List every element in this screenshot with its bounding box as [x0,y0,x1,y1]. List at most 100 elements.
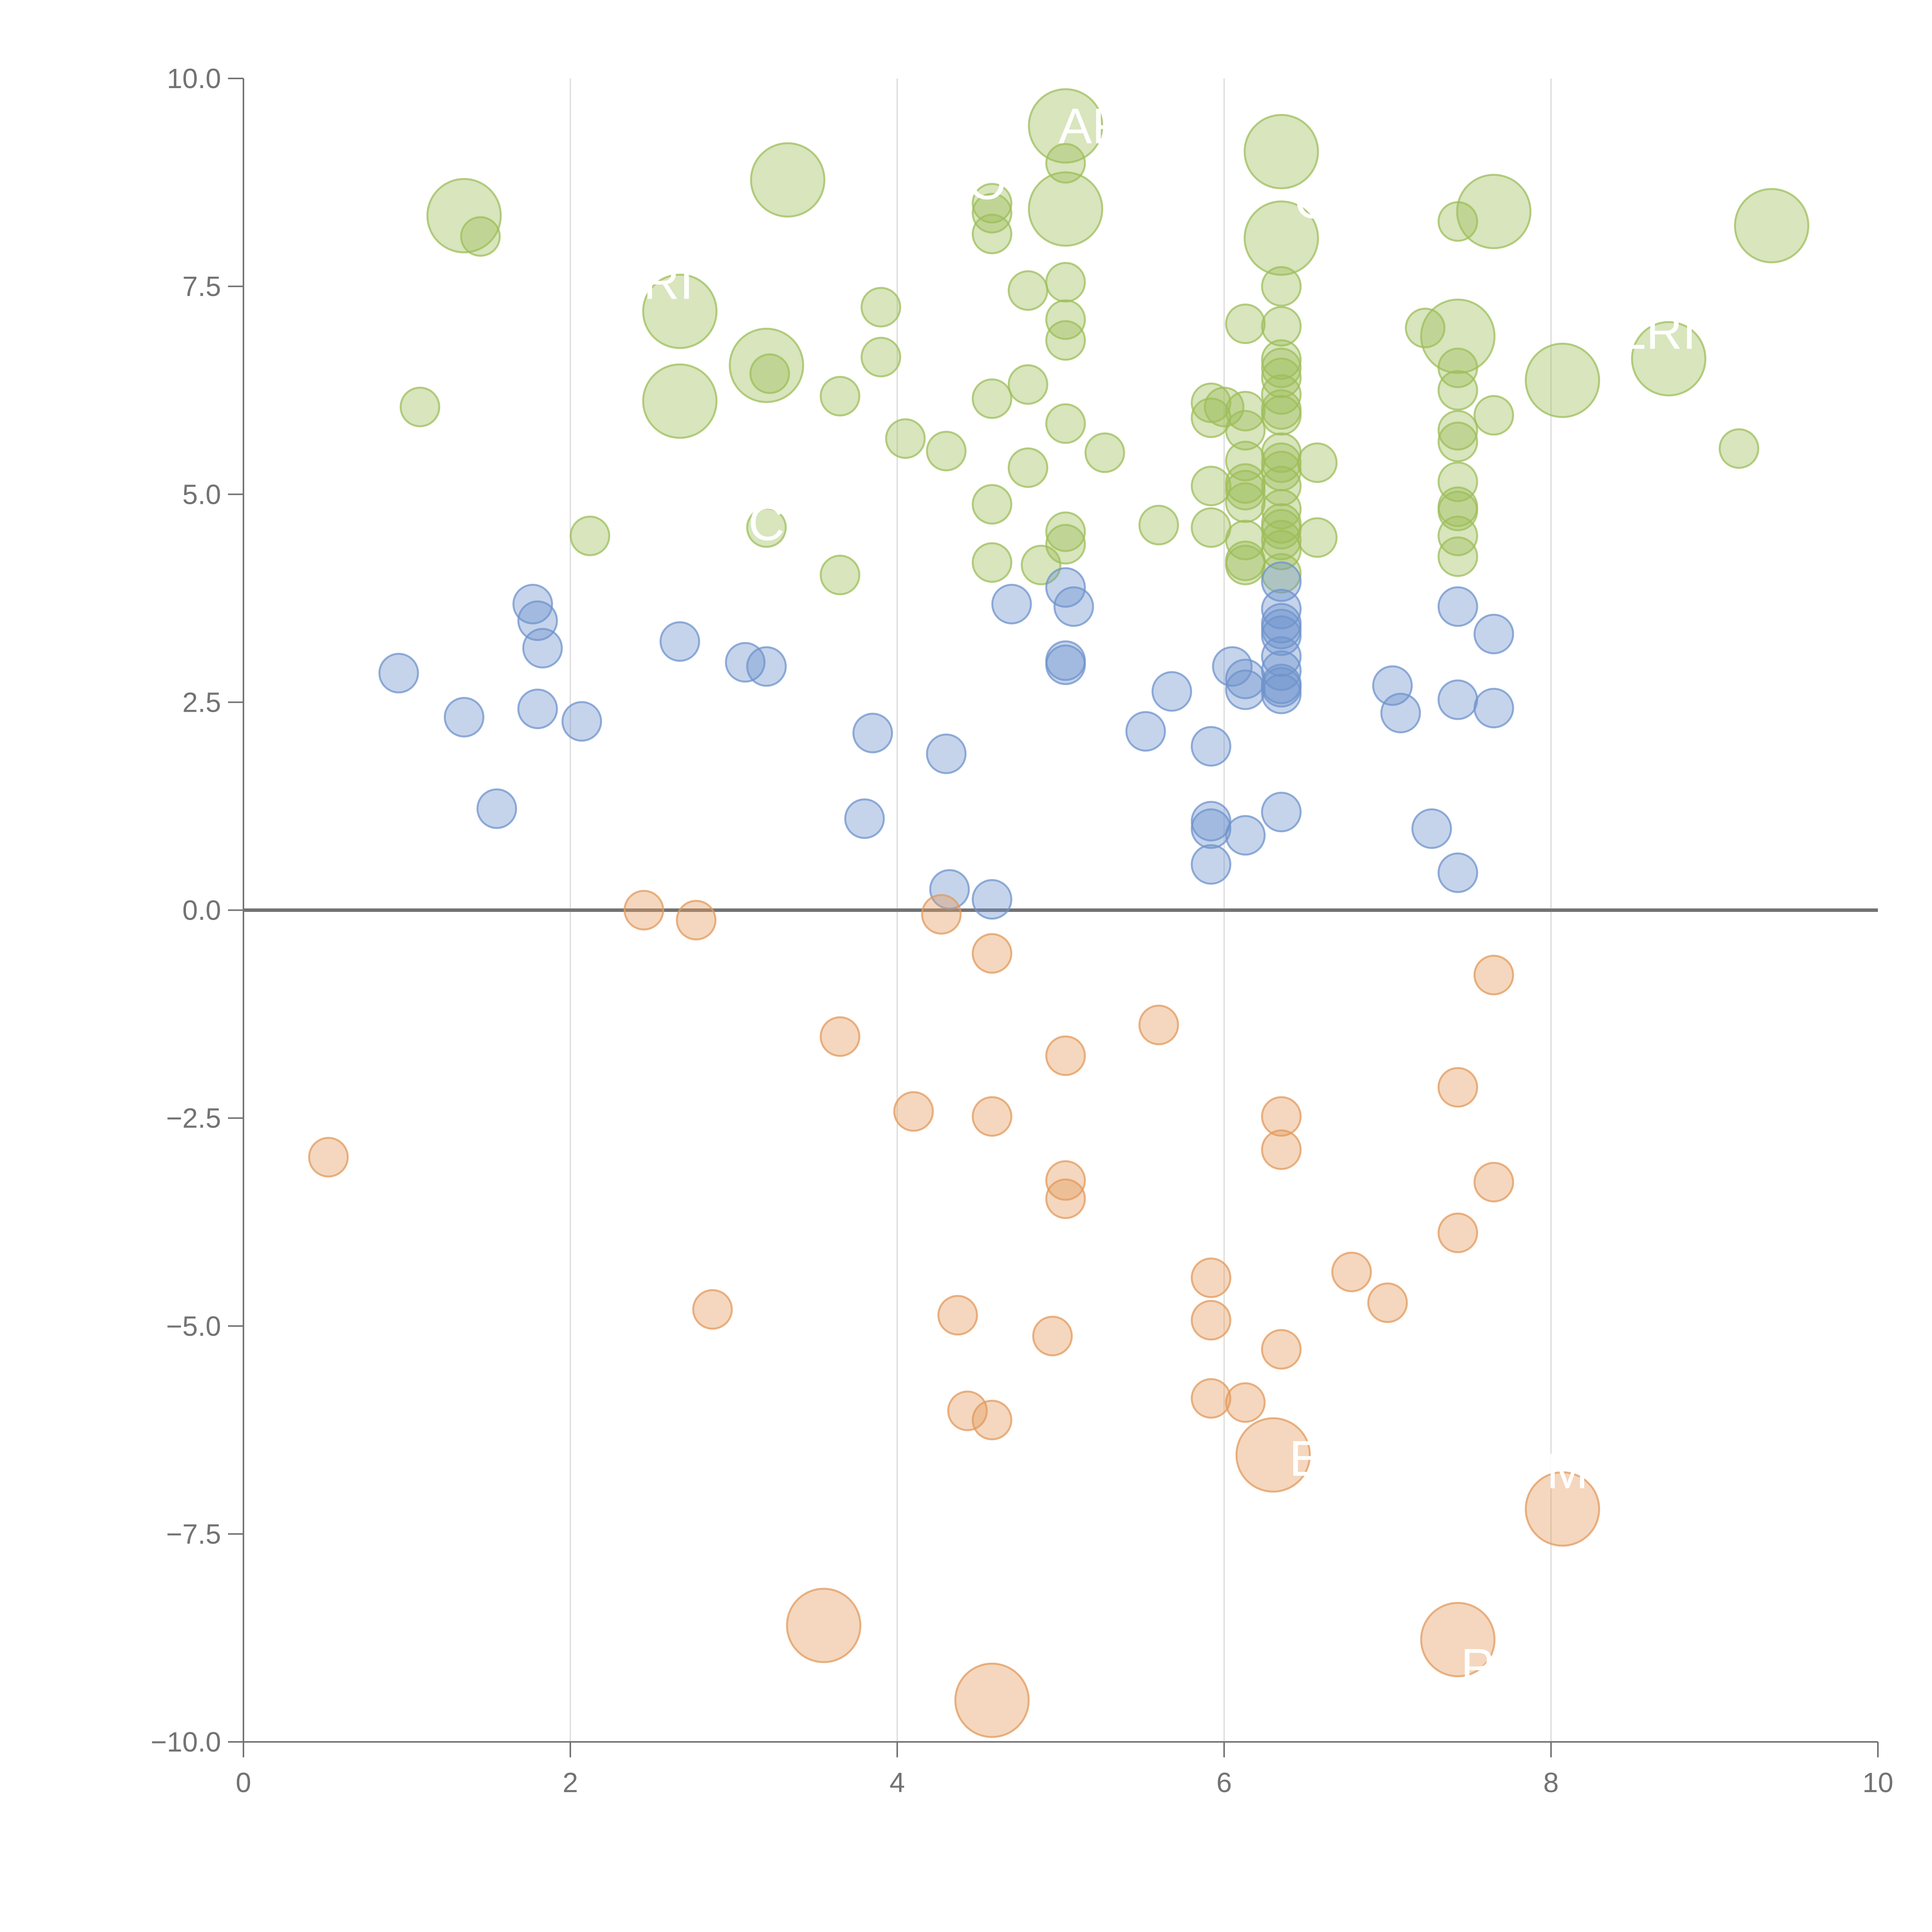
data-point-low [921,894,962,935]
data-point-mid [971,879,1012,920]
data-point-low [1261,1329,1302,1370]
data-point-high [1437,410,1478,451]
data-point-high [1261,374,1302,415]
data-point-low [676,900,717,940]
data-point-low [971,933,1012,974]
data-point-high [1437,422,1478,463]
y-tick-label: 0.0 [182,895,221,926]
data-point-high [926,430,967,471]
y-tick-label: 7.5 [182,271,221,302]
data-point-low [1138,1005,1179,1046]
data-point-mid [1190,844,1231,885]
point-label: M [1546,1442,1588,1499]
data-point-mid [1261,615,1302,656]
x-tick-label: 2 [563,1767,578,1798]
data-point-mid [1437,586,1478,627]
data-point-high [1261,339,1302,380]
point-label: LRI [1618,303,1696,360]
data-point-mid [852,713,893,753]
data-point-high [1045,524,1086,565]
data-point-mid [1225,669,1266,710]
data-point-low [1045,1178,1086,1219]
data-point-high [1190,507,1231,548]
data-point-high [1437,347,1478,388]
data-point-mid [378,653,419,694]
data-point-high [1437,370,1478,411]
point-label: IE [833,1543,880,1599]
data-point-high [1261,529,1302,570]
x-tick-label: 10 [1862,1767,1893,1798]
data-point-high [642,274,718,349]
data-point-high [1718,428,1759,469]
data-point-low [1437,1067,1478,1108]
data-point-high [1225,482,1266,523]
data-point-high [1204,386,1245,427]
data-point-low [1525,1471,1600,1547]
data-point-low [1235,1417,1311,1493]
y-tick-label: −7.5 [166,1519,221,1550]
data-point-mid [1380,692,1421,733]
x-tick-label: 0 [236,1767,251,1798]
point-label: O [968,153,1007,210]
data-point-high [1028,171,1104,247]
data-point-low [947,1390,988,1431]
data-point-low [308,1137,349,1178]
data-point-high [1261,466,1302,507]
axes: 10.0 7.5 5.0 2.5 0.0 −2.5 −5.0 −7.5 −10.0 0 2 4 6 8 10 [151,63,1893,1798]
data-point-high [1261,553,1302,594]
y-tick-label: 10.0 [167,63,221,94]
data-point-high [1631,321,1707,396]
x-tick-label: 4 [889,1767,905,1798]
data-point-high [1437,536,1478,577]
data-point-mid [1212,646,1253,687]
data-point-low [1225,1382,1266,1423]
data-point-high [820,376,861,417]
data-point-mid [1411,808,1452,849]
data-point-high [1225,410,1266,451]
point-labels: K AR O O RI LRI C E M IE T P [643,95,1696,1694]
data-point-mid [1151,671,1192,712]
y-tick-label: −2.5 [166,1103,221,1134]
data-point-low [1473,1162,1514,1202]
data-point-mid [1372,665,1413,706]
data-point-mid [1190,808,1231,849]
data-point-high [1473,395,1514,436]
data-point-low [692,1289,733,1330]
data-point-mid [1473,687,1514,728]
data-point-high [1243,200,1319,276]
data-point-high [746,507,787,548]
data-point-low [820,1016,861,1057]
data-point-mid [1190,726,1231,767]
data-point-low [1420,1602,1496,1677]
data-point-mid [1473,614,1514,655]
data-point-low [1331,1252,1372,1293]
point-label: T [988,1613,1019,1670]
data-point-high [1297,442,1338,483]
data-point-high [1261,266,1302,307]
data-point-mid [1261,650,1302,691]
x-tick-label: 8 [1543,1767,1559,1798]
data-point-low [893,1091,934,1132]
point-label: E [1289,1430,1323,1486]
point-label: RI [643,253,694,310]
data-point-mid [517,689,558,730]
data-point-high [1028,88,1104,164]
data-point-high [971,183,1012,224]
data-point-low [1032,1316,1073,1357]
data-point-mid [725,642,766,683]
data-point-low [954,1662,1030,1738]
y-tick-label: 2.5 [182,687,221,718]
data-point-high [1261,357,1302,398]
data-point-high [1138,505,1179,546]
data-point-high [1420,298,1496,374]
data-point-high [861,337,901,378]
data-point-low [937,1295,978,1336]
data-point-mid [929,869,970,910]
y-tick-label: −5.0 [166,1311,221,1342]
data-point-mid [1045,645,1086,685]
data-point-high [1261,306,1302,347]
data-point-high [1225,469,1266,510]
data-point-mid [1261,673,1302,714]
data-point-high [1045,299,1086,340]
